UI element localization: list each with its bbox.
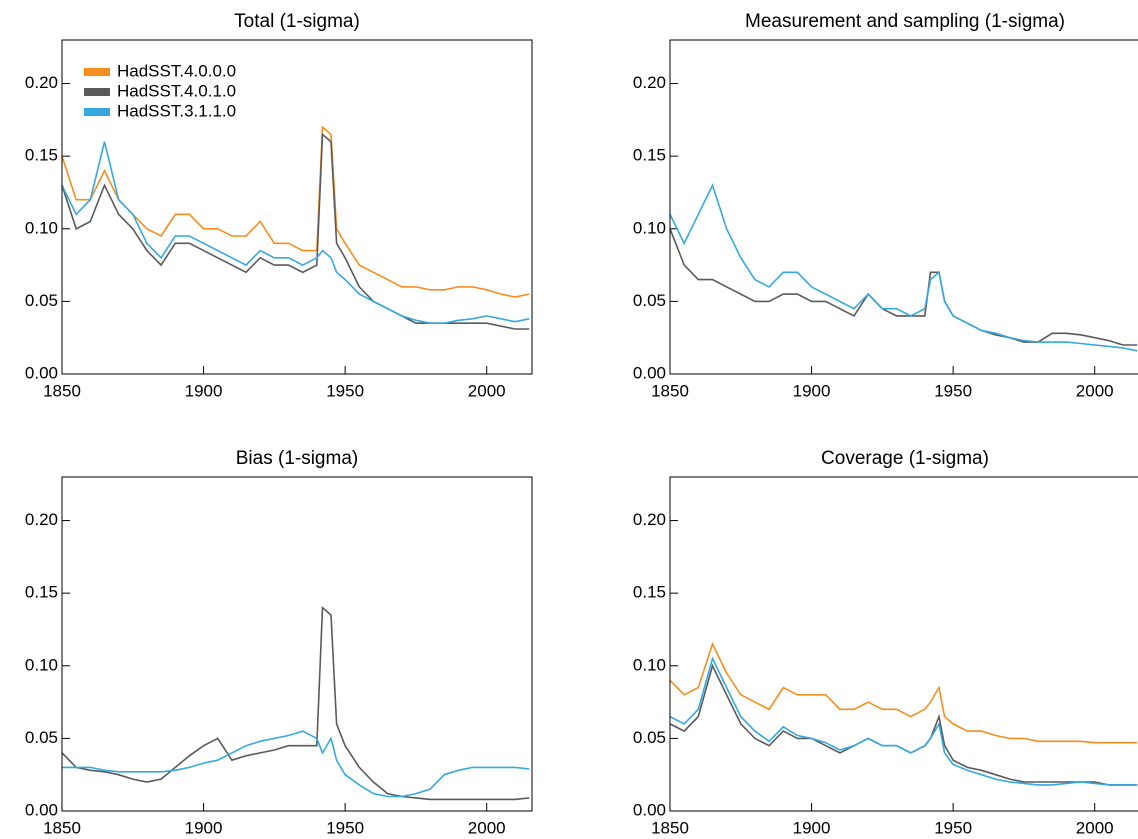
- series-line: [669, 228, 1138, 346]
- y-tick-label: 0.15: [25, 583, 58, 602]
- plot-frame: [669, 39, 1138, 375]
- legend-label: HadSST.4.0.0.0: [117, 61, 236, 80]
- x-tick-label: 1900: [793, 818, 831, 837]
- y-tick-label: 0.20: [633, 73, 666, 92]
- panel-title: Measurement and sampling (1-sigma): [745, 11, 1065, 32]
- y-tick-label: 0.15: [25, 146, 58, 165]
- series-line: [669, 663, 1138, 786]
- x-tick-label: 1850: [651, 818, 689, 837]
- series-line: [669, 656, 1138, 786]
- y-tick-label: 0.05: [633, 291, 666, 310]
- y-tick-label: 0.00: [633, 363, 666, 382]
- series-line: [669, 641, 1138, 744]
- y-tick-label: 0.00: [25, 363, 58, 382]
- plot-frame: [61, 39, 533, 375]
- plot-frame: [61, 476, 533, 812]
- y-tick-label: 0.05: [633, 728, 666, 747]
- y-tick-label: 0.15: [633, 146, 666, 165]
- legend-label: HadSST.4.0.1.0: [117, 81, 236, 100]
- series-line: [61, 606, 530, 801]
- y-tick-label: 0.15: [633, 583, 666, 602]
- x-tick-label: 1850: [651, 381, 689, 400]
- x-tick-label: 2000: [468, 818, 506, 837]
- x-tick-label: 1950: [934, 818, 972, 837]
- x-tick-label: 1850: [43, 381, 81, 400]
- series-line: [61, 132, 530, 330]
- plot-frame: [669, 476, 1138, 812]
- y-tick-label: 0.20: [25, 73, 58, 92]
- x-tick-label: 2000: [1076, 381, 1114, 400]
- series-line: [62, 730, 530, 798]
- y-tick-label: 0.10: [633, 655, 666, 674]
- y-tick-label: 0.05: [25, 291, 58, 310]
- y-tick-label: 0.20: [25, 510, 58, 529]
- series-line: [669, 183, 1138, 352]
- panel-title: Total (1-sigma): [234, 11, 360, 32]
- x-tick-label: 1950: [326, 818, 364, 837]
- y-tick-label: 0.10: [633, 218, 666, 237]
- y-tick-label: 0.00: [633, 800, 666, 819]
- x-tick-label: 1900: [793, 381, 831, 400]
- x-tick-label: 2000: [1076, 818, 1114, 837]
- panel-title: Coverage (1-sigma): [821, 448, 989, 469]
- series-line: [61, 125, 530, 298]
- series-line: [61, 141, 530, 324]
- legend-label: HadSST.3.1.1.0: [117, 101, 236, 120]
- x-tick-label: 1950: [326, 381, 364, 400]
- y-tick-label: 0.10: [25, 655, 58, 674]
- x-tick-label: 1900: [185, 818, 223, 837]
- y-tick-label: 0.00: [25, 800, 58, 819]
- x-tick-label: 1850: [43, 818, 81, 837]
- panel-title: Bias (1-sigma): [236, 448, 358, 469]
- y-tick-label: 0.05: [25, 728, 58, 747]
- x-tick-label: 1900: [185, 381, 223, 400]
- y-tick-label: 0.20: [633, 510, 666, 529]
- x-tick-label: 2000: [468, 381, 506, 400]
- y-tick-label: 0.10: [25, 218, 58, 237]
- x-tick-label: 1950: [934, 381, 972, 400]
